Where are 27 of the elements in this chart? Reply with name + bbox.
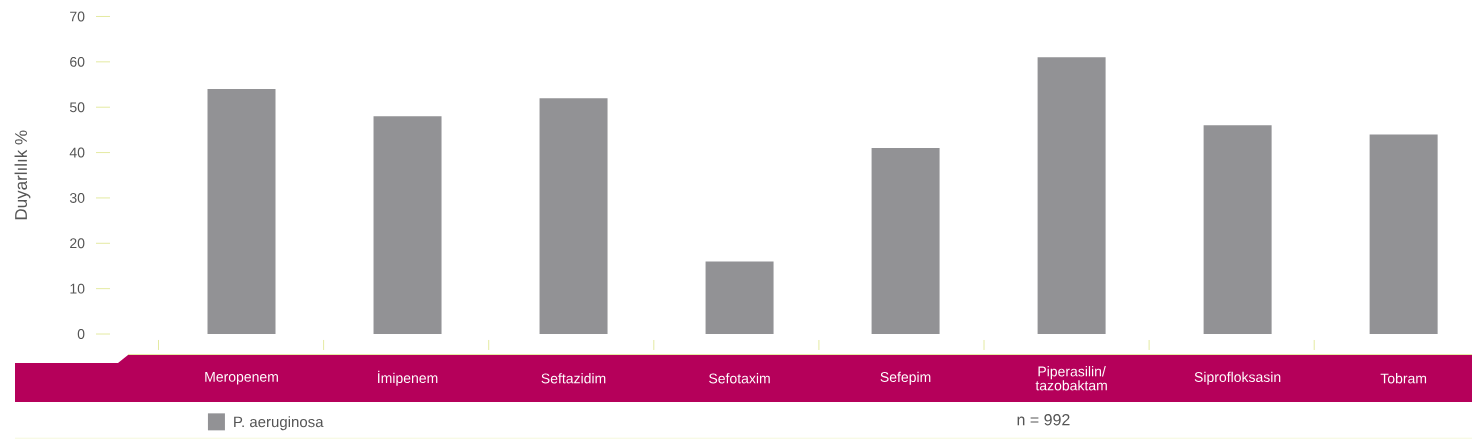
- text: n = 992: [1017, 414, 1070, 426]
- bar: [1037, 57, 1106, 334]
- legend-label: P. aeruginosa: [234, 416, 324, 431]
- y-tick-label: 70: [70, 11, 85, 22]
- y-tick-label: 10: [70, 283, 85, 294]
- y-axis-title: Duyarlılık %: [14, 130, 31, 220]
- x-tick-label: Tobram: [1380, 373, 1427, 384]
- y-tick-label: 30: [69, 192, 85, 203]
- x-tick-label: Sefepim: [880, 371, 931, 385]
- x-tick-label: İmipenem: [378, 370, 438, 386]
- bar: [207, 89, 276, 334]
- bar: [1203, 125, 1272, 334]
- x-tick-label: Meropenem: [205, 372, 278, 385]
- y-tick-label: 20: [70, 238, 85, 249]
- x-tick-label: Piperasilin/ tazobaktam: [1035, 366, 1107, 391]
- y-tick-label: 0: [77, 329, 85, 339]
- bar: [705, 261, 774, 334]
- bar: [539, 98, 608, 334]
- bar: [1369, 134, 1438, 334]
- x-tick-label: Sefotaxim: [709, 373, 770, 384]
- x-tick-label: Siprofloksasin: [1194, 371, 1281, 385]
- bar: [373, 116, 442, 334]
- y-tick-label: 50: [69, 102, 85, 113]
- x-tick-label: Seftazidim: [541, 373, 606, 384]
- y-tick-label: 60: [70, 56, 85, 67]
- y-tick-label: 40: [69, 147, 85, 158]
- bar: [871, 148, 940, 334]
